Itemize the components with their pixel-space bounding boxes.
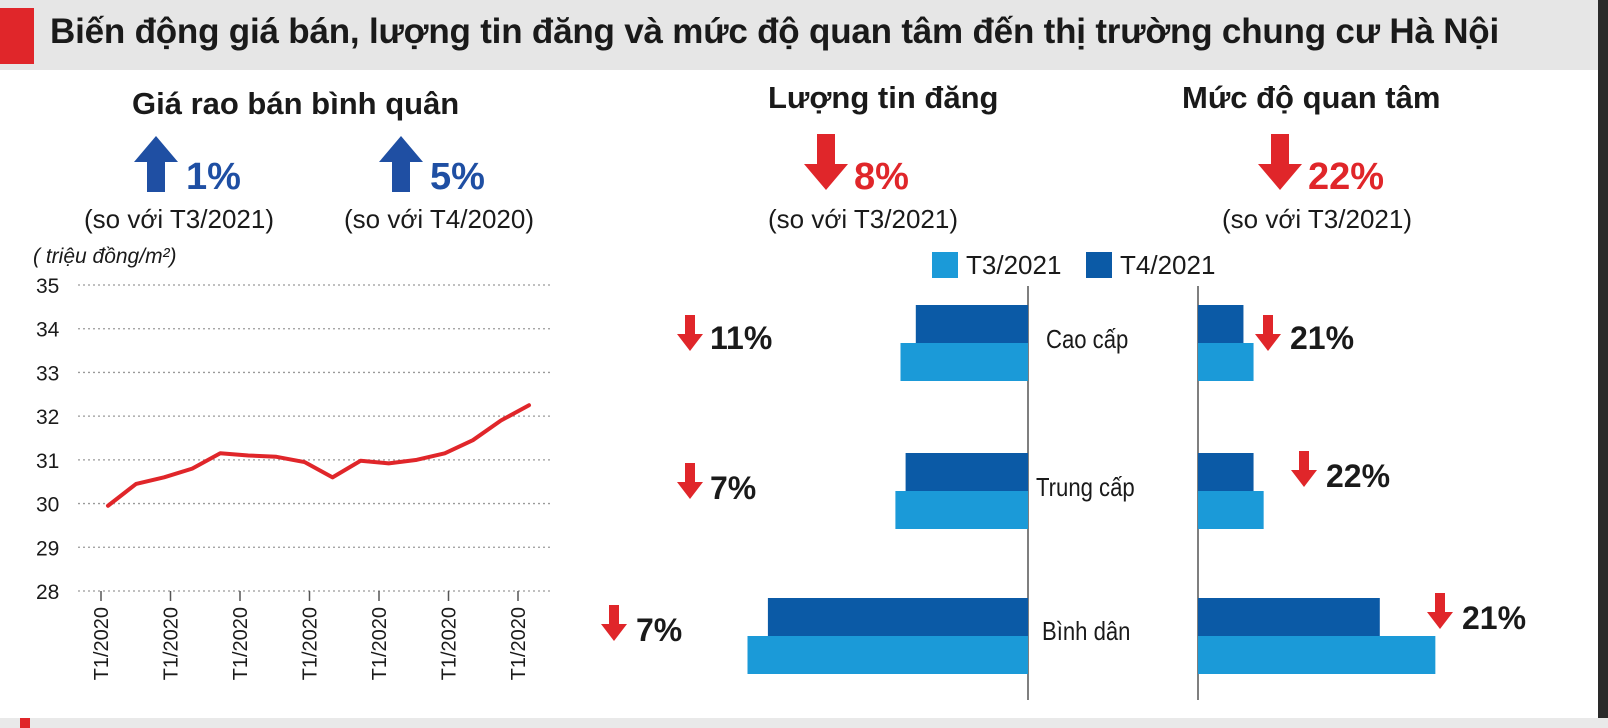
listings-row-change: 11% xyxy=(710,320,773,356)
interest-row-change: 22% xyxy=(1326,458,1391,494)
arrow-down-icon xyxy=(1255,315,1281,351)
price-note-1: (so với T3/2021) xyxy=(84,204,274,234)
data-point xyxy=(191,468,193,470)
x-tick-label: T1/2020 xyxy=(161,607,183,680)
interest-bar-T4-2021 xyxy=(1198,305,1244,343)
x-tick-label: T1/2020 xyxy=(91,607,113,680)
y-tick-label: 35 xyxy=(36,275,59,298)
legend-swatch xyxy=(1086,252,1112,278)
arrow-down-icon xyxy=(804,134,848,190)
data-point xyxy=(416,459,418,461)
data-point xyxy=(135,483,137,485)
data-point xyxy=(388,462,390,464)
data-point xyxy=(360,460,362,462)
arrow-down-icon xyxy=(1291,451,1317,487)
listings-change: 8% xyxy=(854,156,909,198)
data-point xyxy=(247,454,249,456)
arrow-down-icon xyxy=(1427,593,1453,629)
category-label: Cao cấp xyxy=(1046,324,1129,354)
listings-note: (so với T3/2021) xyxy=(768,204,958,234)
x-tick-label: T1/2020 xyxy=(300,607,322,680)
listings-row-change: 7% xyxy=(636,612,683,648)
price-heading: Giá rao bán bình quân xyxy=(132,86,460,121)
y-tick-label: 30 xyxy=(36,494,59,517)
title-accent xyxy=(0,8,34,64)
y-tick-label: 29 xyxy=(36,537,59,560)
arrow-up-icon xyxy=(379,136,423,192)
arrow-up-icon xyxy=(134,136,178,192)
legend-swatch xyxy=(932,252,958,278)
arrow-down-icon xyxy=(677,315,703,351)
data-point xyxy=(332,476,334,478)
data-point xyxy=(528,404,530,406)
price-line-chart: ( triệu đồng/m²) 28 29 30 31 32 33 34 35 T1/2020 T… xyxy=(33,245,552,680)
x-tick-label: T1/2020 xyxy=(508,607,530,680)
y-tick-label: 34 xyxy=(36,319,60,342)
listings-row-change: 7% xyxy=(710,470,757,506)
interest-change: 22% xyxy=(1308,156,1385,198)
listings-bar-T4-2021 xyxy=(915,305,1028,343)
y-tick-label: 32 xyxy=(36,406,59,429)
interest-row-change: 21% xyxy=(1290,320,1355,356)
category-label: Trung cấp xyxy=(1036,472,1135,502)
page-title: Biến động giá bán, lượng tin đăng và mức… xyxy=(50,12,1500,51)
y-axis-label: ( triệu đồng/m²) xyxy=(33,245,177,268)
y-tick-label: 31 xyxy=(36,450,59,473)
listings-bar-T3-2021 xyxy=(900,343,1028,381)
price-note-2: (so với T4/2020) xyxy=(344,204,534,234)
data-point xyxy=(472,439,474,441)
category-label: Bình dân xyxy=(1042,616,1131,646)
x-tick-label: T1/2020 xyxy=(230,607,252,680)
interest-row-change: 21% xyxy=(1462,600,1527,636)
interest-bar-T3-2021 xyxy=(1198,491,1264,529)
arrow-down-icon xyxy=(601,605,627,641)
arrow-down-icon xyxy=(1258,134,1302,190)
interest-bar-T3-2021 xyxy=(1198,636,1436,674)
listings-bar-T3-2021 xyxy=(747,636,1028,674)
frame-edge xyxy=(0,718,1608,728)
price-series-line xyxy=(106,403,531,508)
frame-edge-accent xyxy=(20,718,30,728)
y-tick-label: 33 xyxy=(36,362,59,385)
interest-note: (so với T3/2021) xyxy=(1222,204,1412,234)
x-tick-label: T1/2020 xyxy=(369,607,391,680)
listings-heading: Lượng tin đăng xyxy=(768,80,999,115)
interest-heading: Mức độ quan tâm xyxy=(1182,80,1441,115)
interest-bar-T4-2021 xyxy=(1198,453,1254,491)
listings-bar-T4-2021 xyxy=(905,453,1028,491)
listings-bar-T3-2021 xyxy=(895,491,1028,529)
data-point xyxy=(500,420,502,422)
price-change-1: 1% xyxy=(186,156,241,198)
frame-edge xyxy=(1598,0,1608,728)
listings-bar-T4-2021 xyxy=(767,598,1028,636)
data-point xyxy=(303,461,305,463)
data-point xyxy=(163,476,165,478)
y-tick-label: 28 xyxy=(36,581,59,604)
arrow-down-icon xyxy=(677,463,703,499)
title-bar: Biến động giá bán, lượng tin đăng và mức… xyxy=(0,0,1598,70)
x-tick-label: T1/2020 xyxy=(439,607,461,680)
data-point xyxy=(219,452,221,454)
interest-bar-T4-2021 xyxy=(1198,598,1380,636)
data-point xyxy=(444,452,446,454)
interest-bar-T3-2021 xyxy=(1198,343,1254,381)
data-point xyxy=(275,456,277,458)
legend-label: T4/2021 xyxy=(1120,250,1216,280)
data-point xyxy=(107,505,109,507)
price-change-2: 5% xyxy=(430,156,485,198)
legend-label: T3/2021 xyxy=(966,250,1062,280)
